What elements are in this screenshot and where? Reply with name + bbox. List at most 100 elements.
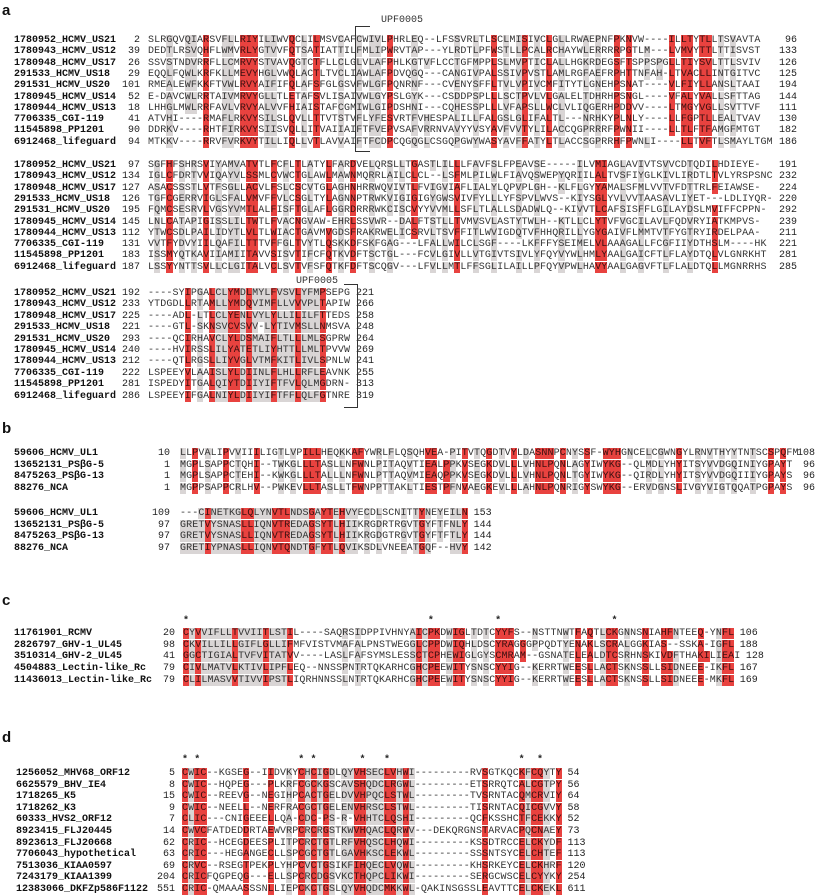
residue: L <box>736 193 743 205</box>
residue: L <box>215 46 222 58</box>
residue: T <box>362 261 369 273</box>
residue: L <box>491 57 498 69</box>
residue: T <box>723 46 730 58</box>
residue: Y <box>693 80 700 92</box>
residue: A <box>405 125 412 137</box>
residue: N <box>154 216 161 228</box>
residue: T <box>233 227 240 239</box>
residue: I <box>282 136 289 148</box>
residue: - <box>206 837 213 849</box>
residue: R <box>342 628 349 639</box>
residue: N <box>595 80 602 92</box>
residue: Q <box>325 250 332 262</box>
residue: - <box>427 768 434 779</box>
residue: I <box>705 216 712 228</box>
residue: K <box>380 193 387 205</box>
residue: V <box>276 68 283 80</box>
residue: T <box>589 205 596 217</box>
residue: Q <box>425 543 432 555</box>
residue: G <box>180 531 187 543</box>
sequence-name: 1780948_HCMV_US17 <box>14 182 117 194</box>
residue: C <box>356 35 363 46</box>
residue: L <box>408 860 415 872</box>
residue: - <box>206 860 213 872</box>
residue: T <box>662 182 669 194</box>
residue: - <box>509 239 516 251</box>
residue: C <box>417 171 424 183</box>
residue: L <box>197 182 204 194</box>
sequence-name: 3510314_GHV-2_UL45 <box>14 651 123 663</box>
residue: L <box>325 193 332 205</box>
residue: L <box>688 448 695 459</box>
residue: - <box>705 193 712 205</box>
residue: P <box>564 261 571 273</box>
residue: T <box>736 114 743 126</box>
residue: Y <box>437 508 444 519</box>
residue: K <box>433 884 440 895</box>
residue: A <box>743 483 750 495</box>
residue: I <box>590 459 597 471</box>
residue: T <box>500 802 507 814</box>
residue: H <box>247 483 254 495</box>
residue: R <box>507 651 514 663</box>
residue: A <box>587 651 594 663</box>
residue: W <box>273 826 280 837</box>
residue: P <box>693 114 700 126</box>
residue: L <box>215 299 222 311</box>
residue: V <box>742 57 749 69</box>
residue: H <box>218 837 225 849</box>
residue: Y <box>676 459 683 471</box>
residue: L <box>711 35 718 46</box>
residue: C <box>182 814 189 826</box>
residue: I <box>466 227 473 239</box>
residue: S <box>215 216 222 228</box>
residue: - <box>206 768 213 779</box>
residue: R <box>607 46 614 58</box>
residue: V <box>203 160 210 171</box>
residue: L <box>527 261 534 273</box>
residue: Y <box>595 216 602 228</box>
residue: I <box>241 448 248 459</box>
residue: N <box>624 628 631 639</box>
residue: R <box>374 171 381 183</box>
residue: L <box>435 239 442 251</box>
residue: C <box>183 674 190 686</box>
aligned-sequence: ISPEDYITGALQIYTDIIYIFTFVLQLMGDRN- <box>148 379 350 391</box>
residue: Y <box>699 216 706 228</box>
residue: N <box>670 448 677 459</box>
residue: L <box>295 379 302 391</box>
residue: H <box>209 125 216 137</box>
residue: K <box>286 768 293 779</box>
residue: T <box>276 91 283 103</box>
start-position: 1 <box>163 471 170 483</box>
residue: T <box>371 814 378 826</box>
residue: T <box>313 125 320 137</box>
residue: F <box>348 639 355 651</box>
residue: T <box>258 136 265 148</box>
residue: L <box>533 216 540 228</box>
residue: L <box>232 639 239 651</box>
residue: - <box>154 91 161 103</box>
residue: I <box>374 46 381 58</box>
residue: L <box>213 639 220 651</box>
residue: L <box>504 483 511 495</box>
residue: I <box>264 345 271 356</box>
residue: H <box>464 639 471 651</box>
residue: T <box>572 471 579 483</box>
residue: L <box>307 310 314 322</box>
residue: T <box>258 356 265 368</box>
residue: - <box>463 814 470 826</box>
residue: C <box>428 651 435 663</box>
residue: S <box>760 261 767 273</box>
residue: F <box>466 205 473 217</box>
residue: I <box>194 849 201 861</box>
residue: N <box>627 448 634 459</box>
residue: L <box>350 216 357 228</box>
residue: L <box>335 802 342 814</box>
residue: L <box>282 114 289 126</box>
residue: I <box>408 837 415 849</box>
residue: T <box>405 182 412 194</box>
residue: A <box>429 239 436 251</box>
residue: Q <box>506 768 513 779</box>
residue: C <box>644 250 651 262</box>
